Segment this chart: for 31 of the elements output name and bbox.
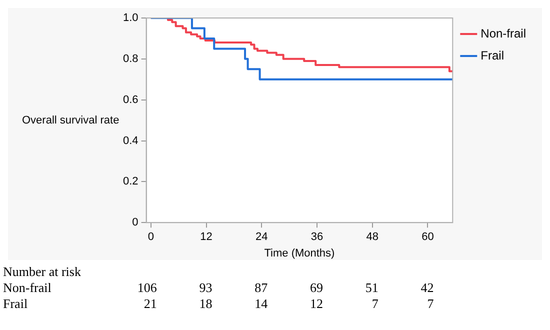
text: 51 bbox=[365, 280, 378, 296]
x-tick-label: 48 bbox=[366, 231, 378, 244]
x-axis-title: Time (Months) bbox=[264, 247, 335, 260]
text: 21 bbox=[144, 296, 157, 312]
text: 7 bbox=[372, 296, 378, 312]
text: 87 bbox=[254, 280, 268, 296]
text: 93 bbox=[199, 280, 212, 296]
x-tick-label: 36 bbox=[310, 231, 324, 244]
text: 106 bbox=[137, 280, 157, 296]
x-tick-label: 0 bbox=[148, 231, 154, 244]
text: 69 bbox=[310, 280, 323, 296]
x-tick-label: 60 bbox=[422, 231, 434, 244]
text: Non-frail bbox=[3, 280, 52, 296]
text: 14 bbox=[254, 296, 268, 312]
legend-label: Frail bbox=[480, 48, 504, 62]
text: 18 bbox=[199, 296, 212, 312]
y-tick-label: 0.2 bbox=[122, 176, 138, 188]
y-tick-label: 0.6 bbox=[122, 94, 138, 106]
text: 7 bbox=[427, 296, 434, 312]
y-tick-label: 0 bbox=[132, 216, 138, 229]
y-tick-label: 0.4 bbox=[122, 134, 138, 147]
text: Number at risk bbox=[3, 264, 81, 280]
y-axis-title: Overall survival rate bbox=[22, 114, 120, 126]
text: Frail bbox=[3, 296, 28, 312]
text: 42 bbox=[420, 280, 434, 296]
x-tick-label: 12 bbox=[200, 231, 212, 244]
y-tick-label: 0.8 bbox=[122, 52, 138, 65]
y-tick-label: 1.0 bbox=[122, 12, 138, 24]
text: 12 bbox=[310, 296, 323, 312]
legend-label: Non-frail bbox=[480, 26, 526, 40]
x-tick-label: 24 bbox=[256, 231, 268, 244]
